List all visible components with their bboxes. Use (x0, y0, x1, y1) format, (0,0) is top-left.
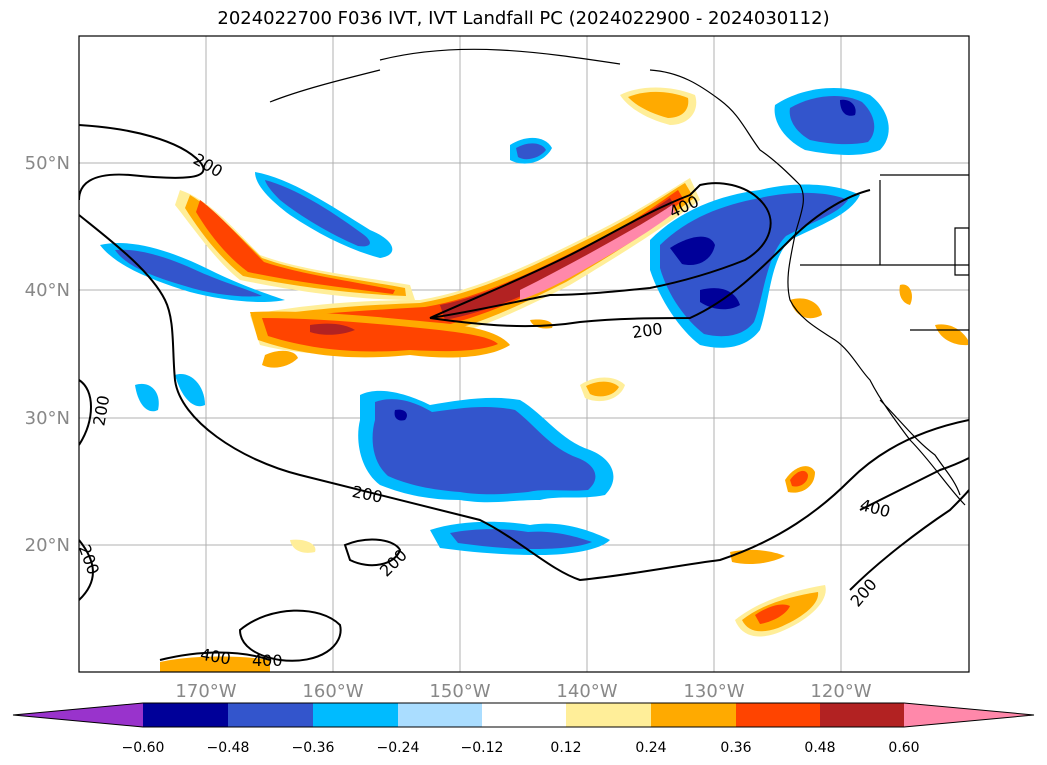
lon-tick-label: 170°W (175, 681, 236, 702)
colorbar-tick-label: −0.12 (461, 740, 504, 756)
colorbar-swatch (566, 703, 651, 727)
colorbar-outline (12, 702, 1035, 728)
lat-tick-label: 50°N (25, 153, 70, 174)
colorbar-left-extension (13, 703, 143, 727)
contour-label: 400 (252, 651, 283, 670)
lon-tick-label: 150°W (429, 681, 490, 702)
colorbar-right-extension (904, 703, 1034, 727)
lon-tick-label: 120°W (810, 681, 871, 702)
colorbar-tick-label: −0.24 (377, 740, 420, 756)
contour-label: 200 (631, 319, 664, 342)
colorbar-swatch (820, 703, 904, 727)
lon-tick-label: 130°W (683, 681, 744, 702)
colorbar (12, 702, 1035, 728)
colorbar-swatch (228, 703, 313, 727)
lat-tick-label: 20°N (25, 535, 70, 556)
map-frame (78, 35, 970, 673)
colorbar-swatch (482, 703, 566, 727)
coastlines (269, 48, 969, 506)
colorbar-tick-label: 0.12 (550, 740, 581, 756)
lat-tick-label: 30°N (25, 408, 70, 429)
colorbar-swatch (313, 703, 398, 727)
negative-ivt-central (358, 390, 614, 503)
colorbar-tick-label: 0.48 (804, 740, 835, 756)
colorbar-swatch (398, 703, 482, 727)
colorbar-swatch (143, 703, 228, 727)
lon-axis: 170°W 160°W 150°W 140°W 130°W 120°W (175, 681, 871, 702)
positive-ivt-west-arm (175, 190, 415, 300)
colorbar-swatch (651, 703, 736, 727)
colorbar-tick-label: 0.60 (888, 740, 919, 756)
colorbar-tick-label: −0.48 (207, 740, 250, 756)
negative-ivt-northeast (510, 87, 889, 164)
colorbar-ticks: −0.60 −0.48 −0.36 −0.24 −0.12 0.12 0.24 … (122, 740, 920, 756)
lat-axis: 50°N 40°N 30°N 20°N (25, 153, 70, 556)
negative-ivt-north-west (100, 172, 393, 303)
lat-tick-label: 40°N (25, 280, 70, 301)
positive-ivt-blobs (160, 87, 968, 672)
ivt-contours (79, 124, 969, 662)
positive-ivt-lower-arm (250, 311, 510, 358)
colorbar-tick-label: 0.24 (635, 740, 666, 756)
colorbar-tick-label: 0.36 (720, 740, 751, 756)
colorbar-tick-label: −0.60 (122, 740, 165, 756)
colorbar-swatch (736, 703, 820, 727)
negative-ivt-south (135, 374, 610, 555)
map-title: 2024022700 F036 IVT, IVT Landfall PC (20… (217, 8, 830, 29)
lon-tick-label: 160°W (302, 681, 363, 702)
lon-tick-label: 140°W (556, 681, 617, 702)
colorbar-tick-label: −0.36 (292, 740, 335, 756)
